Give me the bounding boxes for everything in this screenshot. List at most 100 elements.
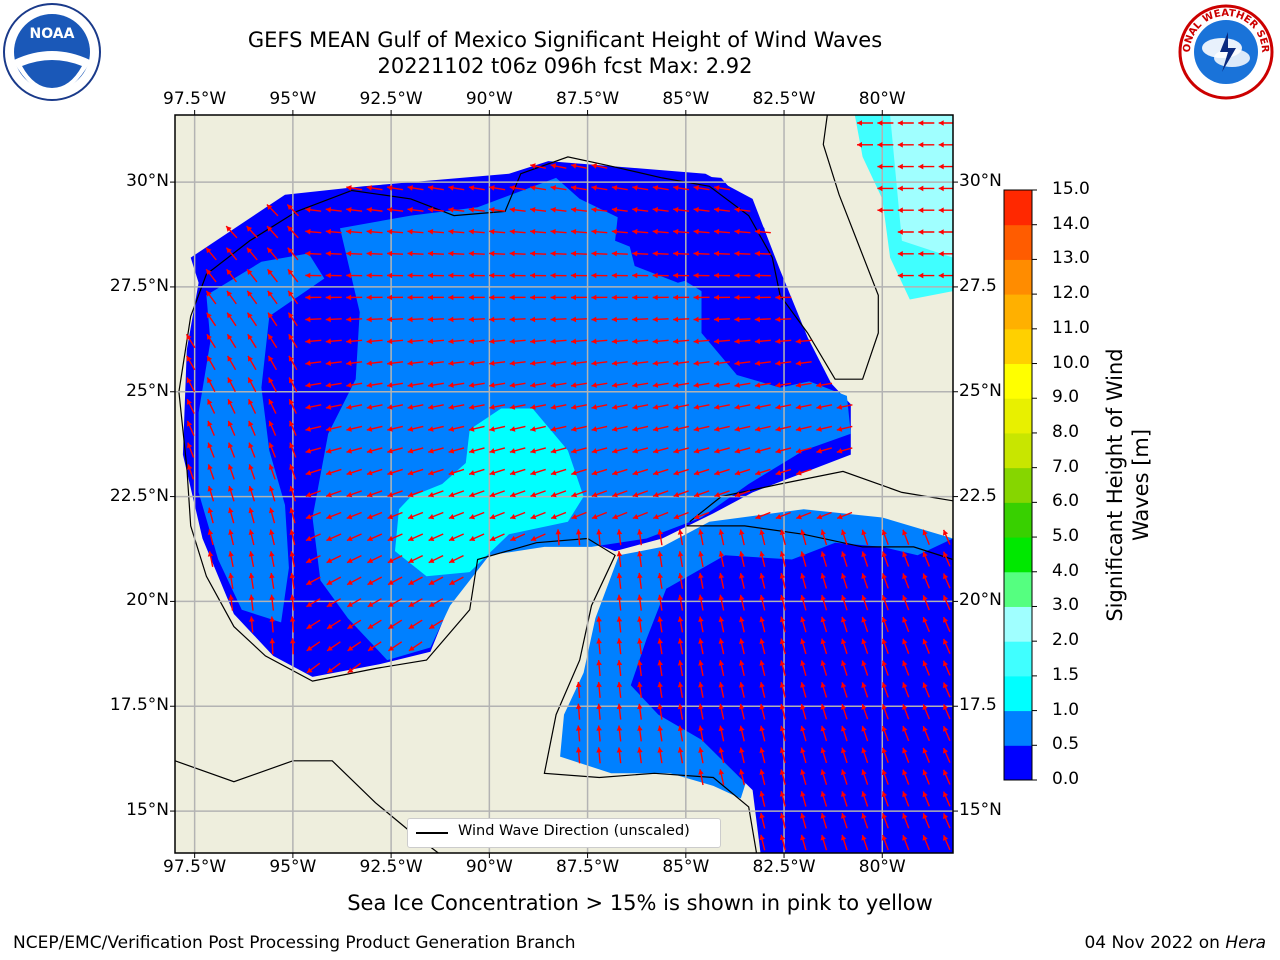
wave-direction-arrow [268,398,277,414]
wave-direction-arrow [938,207,953,213]
wave-direction-arrow [861,660,869,676]
wave-direction-arrow [820,616,828,633]
colorbar-segment [1004,328,1032,365]
wave-direction-arrow [897,185,914,192]
wave-direction-arrow [677,747,684,764]
wave-direction-arrow [652,468,669,476]
wave-direction-arrow [739,660,745,677]
wave-direction-arrow [652,404,669,410]
wave-direction-arrow [775,511,791,520]
wave-direction-arrow [861,791,869,807]
wave-direction-arrow [652,294,669,301]
wave-direction-arrow [820,812,828,829]
wave-direction-arrow [448,250,465,257]
wave-direction-arrow [881,834,889,851]
wave-direction-arrow [387,207,404,213]
wave-direction-arrow [616,638,623,655]
wave-direction-arrow [652,425,669,432]
wave-direction-arrow [305,511,321,520]
wave-direction-arrow [407,207,424,213]
wave-direction-arrow [509,468,526,476]
wave-direction-arrow [206,355,216,371]
wave-direction-arrow [616,660,623,677]
wave-direction-arrow [387,447,403,454]
wave-direction-arrow [268,464,276,480]
wave-direction-arrow [550,163,567,169]
wave-direction-arrow [816,425,833,432]
wave-direction-arrow [489,360,506,366]
wave-direction-arrow [346,554,362,564]
wave-direction-arrow [713,360,730,366]
colorbar-label-line1: Significant Height of Wind [1103,348,1127,622]
wave-direction-arrow [693,490,710,498]
wave-direction-arrow [779,616,786,633]
wave-direction-arrow [575,681,582,698]
wave-direction-arrow [325,490,342,498]
colorbar-segment [1004,606,1032,642]
colorbar-tick-label: 15.0 [1052,179,1090,199]
wave-direction-arrow [611,185,628,191]
wave-direction-arrow [918,120,935,126]
wave-direction-arrow [657,572,663,589]
wave-direction-arrow [346,404,363,410]
wave-direction-arrow [693,272,710,279]
wave-direction-arrow [734,338,751,345]
wave-direction-arrow [207,507,214,524]
wave-direction-arrow [346,598,362,608]
wave-direction-arrow [739,572,745,589]
wave-direction-arrow [754,468,771,476]
wave-direction-arrow [347,619,362,630]
wave-direction-arrow [922,551,930,567]
colorbar-segment [1004,398,1032,434]
wave-direction-arrow [922,834,930,851]
wave-direction-arrow [759,638,766,655]
wave-direction-arrow [759,769,766,786]
wave-direction-arrow [305,576,321,586]
wave-direction-arrow [325,468,342,476]
wave-direction-arrow [673,404,690,410]
wave-direction-arrow [861,682,869,698]
wave-direction-arrow [550,490,567,498]
wave-direction-arrow [387,511,403,520]
colorbar-segment [1004,641,1032,677]
wave-direction-arrow [427,382,444,388]
wave-direction-arrow [922,660,930,676]
wave-direction-arrow [942,747,951,763]
wave-direction-arrow [469,533,485,542]
wave-direction-arrow [942,791,951,807]
wave-direction-arrow [759,660,766,676]
wave-direction-arrow [755,511,771,520]
wave-direction-arrow [367,554,383,564]
wave-direction-arrow [268,485,276,502]
wave-direction-arrow [186,377,196,393]
wave-direction-arrow [637,529,643,546]
lat-tick-label-left: 22.5°N [109,485,169,506]
wave-direction-arrow [489,272,506,279]
wave-direction-arrow [509,250,526,257]
wave-direction-arrow [922,704,930,720]
wave-direction-arrow [754,294,771,301]
wave-direction-arrow [387,468,403,476]
wave-direction-arrow [468,425,485,432]
wave-direction-arrow [289,420,297,436]
wave-direction-arrow [800,594,807,611]
colorbar-tick-label: 6.0 [1052,491,1080,512]
wave-direction-arrow [305,360,322,366]
wave-direction-arrow [673,272,690,279]
wave-direction-arrow [861,834,869,851]
wave-direction-arrow [775,294,792,301]
wave-direction-arrow [652,228,669,235]
wave-direction-arrow [795,360,812,366]
wave-direction-arrow [938,120,953,126]
wave-direction-arrow [468,404,485,410]
wave-direction-arrow [632,272,649,279]
wave-direction-arrow [820,791,828,807]
wave-direction-arrow [841,660,848,676]
wave-direction-arrow [530,163,547,169]
wave-direction-arrow [427,228,444,235]
wave-direction-arrow [408,641,423,652]
wave-direction-arrow [428,533,444,542]
wave-direction-arrow [266,247,279,261]
wave-direction-arrow [693,468,710,476]
wave-direction-arrow [448,338,465,345]
